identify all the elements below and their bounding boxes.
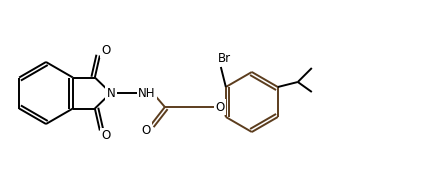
Text: NH: NH: [138, 86, 156, 100]
Text: O: O: [101, 129, 111, 142]
Text: O: O: [101, 44, 111, 57]
Text: O: O: [215, 100, 225, 113]
Text: O: O: [141, 124, 150, 137]
Text: Br: Br: [218, 52, 232, 65]
Text: N: N: [107, 86, 115, 100]
